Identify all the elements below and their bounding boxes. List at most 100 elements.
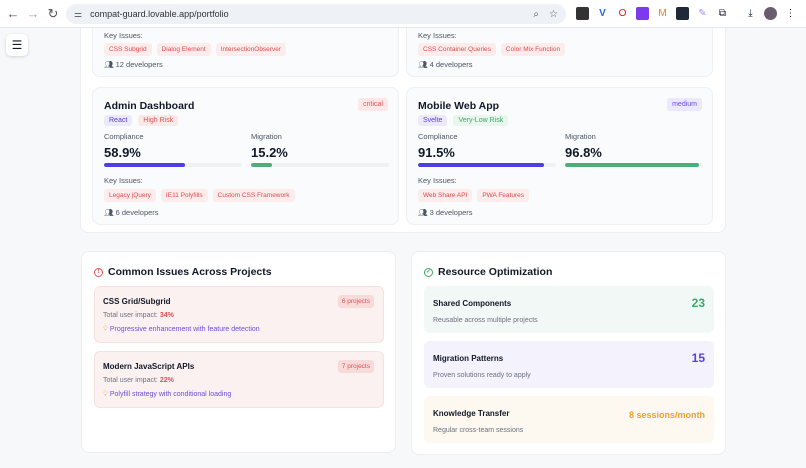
lightbulb-icon: 💡︎ [103, 391, 108, 398]
alert-circle-icon: ! [94, 267, 103, 277]
compliance-label: Compliance [104, 132, 144, 141]
resource-card[interactable]: Knowledge Transfer Regular cross-team ses… [424, 396, 714, 443]
migration-progress-fill [565, 163, 699, 167]
users-icon: 👥︎ [418, 60, 430, 69]
extension-icon[interactable] [576, 7, 589, 20]
migration-label: Migration [251, 132, 282, 141]
extension-feather-icon[interactable]: ✎ [698, 8, 707, 19]
compliance-value: 91.5% [418, 145, 455, 160]
developer-count: 4 developers [429, 60, 473, 69]
compliance-metric: Compliance 58.9% [104, 132, 242, 167]
project-count-badge: 7 projects [337, 360, 374, 373]
forward-icon[interactable]: → [26, 6, 40, 21]
extension-purple-icon[interactable] [636, 7, 649, 20]
metamask-icon[interactable]: M [658, 8, 667, 19]
common-issues-panel: ! Common Issues Across Projects CSS Grid/… [81, 251, 396, 453]
users-icon: 👥︎ [418, 208, 430, 217]
issue-tag: Web Share API [418, 189, 473, 202]
download-icon[interactable]: ⤓ [748, 8, 753, 19]
project-count-badge: 6 projects [337, 295, 374, 308]
resource-value: 8 sessions/month [628, 410, 705, 420]
url-text: compat-guard.lovable.app/portfolio [90, 9, 229, 19]
impact-value: 22% [159, 377, 174, 384]
resource-name: Knowledge Transfer [433, 409, 510, 418]
issue-tag: IE11 Polyfills [160, 189, 208, 202]
issue-tag: Legacy jQuery [104, 189, 156, 202]
panel-title: Common Issues Across Projects [108, 266, 272, 278]
users-icon: 👥︎ [104, 60, 116, 69]
risk-badge: Very-Low Risk [453, 115, 509, 126]
resource-card[interactable]: Shared Components Reusable across multipl… [424, 286, 714, 333]
projects-panel: Key Issues: CSS Subgrid Dialog Element I… [80, 28, 726, 233]
menu-kebab-icon[interactable]: ⋮ [785, 8, 796, 19]
browser-toolbar: ← → ↻ ⚌ compat-guard.lovable.app/portfol… [0, 0, 806, 28]
issue-tag: Color Mix Function [500, 43, 566, 56]
impact-label: Total user impact: [103, 377, 158, 384]
framework-badge: React [104, 115, 133, 126]
compliance-value: 58.9% [104, 145, 141, 160]
issue-tag: CSS Subgrid [104, 43, 152, 56]
key-issues-label: Key Issues: [104, 176, 143, 185]
migration-progress-bar [251, 163, 389, 167]
project-card[interactable]: Key Issues: CSS Subgrid Dialog Element I… [92, 28, 399, 77]
users-icon: 👥︎ [104, 208, 116, 217]
framework-badge: Svelte [418, 115, 448, 126]
hamburger-menu-button[interactable]: ☰ [6, 34, 28, 56]
issue-name: Modern JavaScript APIs [103, 362, 195, 371]
priority-badge: medium [667, 98, 702, 111]
resource-name: Shared Components [433, 299, 512, 308]
opera-icon[interactable]: O [618, 8, 627, 19]
extensions-puzzle-icon[interactable]: ⧉ [718, 8, 727, 19]
migration-value: 15.2% [251, 145, 288, 160]
compliance-progress-fill [104, 163, 186, 167]
migration-label: Migration [565, 132, 596, 141]
site-settings-icon[interactable]: ⚌ [74, 8, 83, 19]
key-issues-label: Key Issues: [418, 31, 457, 40]
resource-desc: Regular cross-team sessions [433, 427, 524, 434]
compliance-progress-fill [418, 163, 545, 167]
lightbulb-icon: 💡︎ [103, 326, 108, 333]
check-circle-icon: ✓ [424, 267, 433, 277]
issue-tag: CSS Container Queries [418, 43, 496, 56]
migration-metric: Migration 96.8% [565, 132, 703, 167]
solution-text: Polyfill strategy with conditional loadi… [109, 391, 232, 398]
impact-label: Total user impact: [103, 312, 158, 319]
project-card[interactable]: Key Issues: CSS Container Queries Color … [406, 28, 713, 77]
developer-count: 3 developers [429, 208, 473, 217]
key-issues-label: Key Issues: [104, 31, 143, 40]
issue-card[interactable]: CSS Grid/Subgrid 6 projects Total user i… [94, 286, 384, 343]
issue-tag: Custom CSS Framework [212, 189, 295, 202]
resource-optimization-panel: ✓ Resource Optimization Shared Components… [411, 251, 726, 455]
back-icon[interactable]: ← [6, 6, 20, 21]
address-bar[interactable]: ⚌ compat-guard.lovable.app/portfolio ⌕ ☆ [66, 4, 566, 24]
migration-metric: Migration 15.2% [251, 132, 389, 167]
project-card-admin-dashboard[interactable]: Admin Dashboard critical React High Risk … [92, 87, 399, 225]
compliance-progress-bar [418, 163, 556, 167]
priority-badge: critical [358, 98, 388, 111]
resource-card[interactable]: Migration Patterns Proven solutions ready… [424, 341, 714, 388]
reload-icon[interactable]: ↻ [47, 5, 59, 21]
issue-card[interactable]: Modern JavaScript APIs 7 projects Total … [94, 351, 384, 408]
project-card-mobile-web-app[interactable]: Mobile Web App medium Svelte Very-Low Ris… [406, 87, 713, 225]
key-issues-label: Key Issues: [418, 176, 457, 185]
issue-name: CSS Grid/Subgrid [103, 297, 171, 306]
resource-desc: Reusable across multiple projects [433, 317, 538, 324]
resource-value: 15 [691, 351, 705, 365]
extension-dark-icon[interactable] [676, 7, 689, 20]
issue-tag: PWA Features [477, 189, 529, 202]
risk-badge: High Risk [138, 115, 179, 126]
bookmark-star-icon[interactable]: ☆ [549, 8, 558, 20]
panel-title: Resource Optimization [438, 266, 553, 278]
avatar[interactable] [764, 7, 777, 20]
developer-count: 6 developers [115, 208, 159, 217]
compliance-progress-bar [104, 163, 242, 167]
extension-v-icon[interactable]: V [599, 8, 606, 19]
resource-desc: Proven solutions ready to apply [433, 372, 531, 379]
migration-progress-fill [251, 163, 272, 167]
zoom-icon[interactable]: ⌕ [533, 8, 540, 20]
issue-tag: Dialog Element [156, 43, 211, 56]
migration-value: 96.8% [565, 145, 602, 160]
migration-progress-bar [565, 163, 703, 167]
developer-count: 12 developers [115, 60, 163, 69]
compliance-label: Compliance [418, 132, 458, 141]
